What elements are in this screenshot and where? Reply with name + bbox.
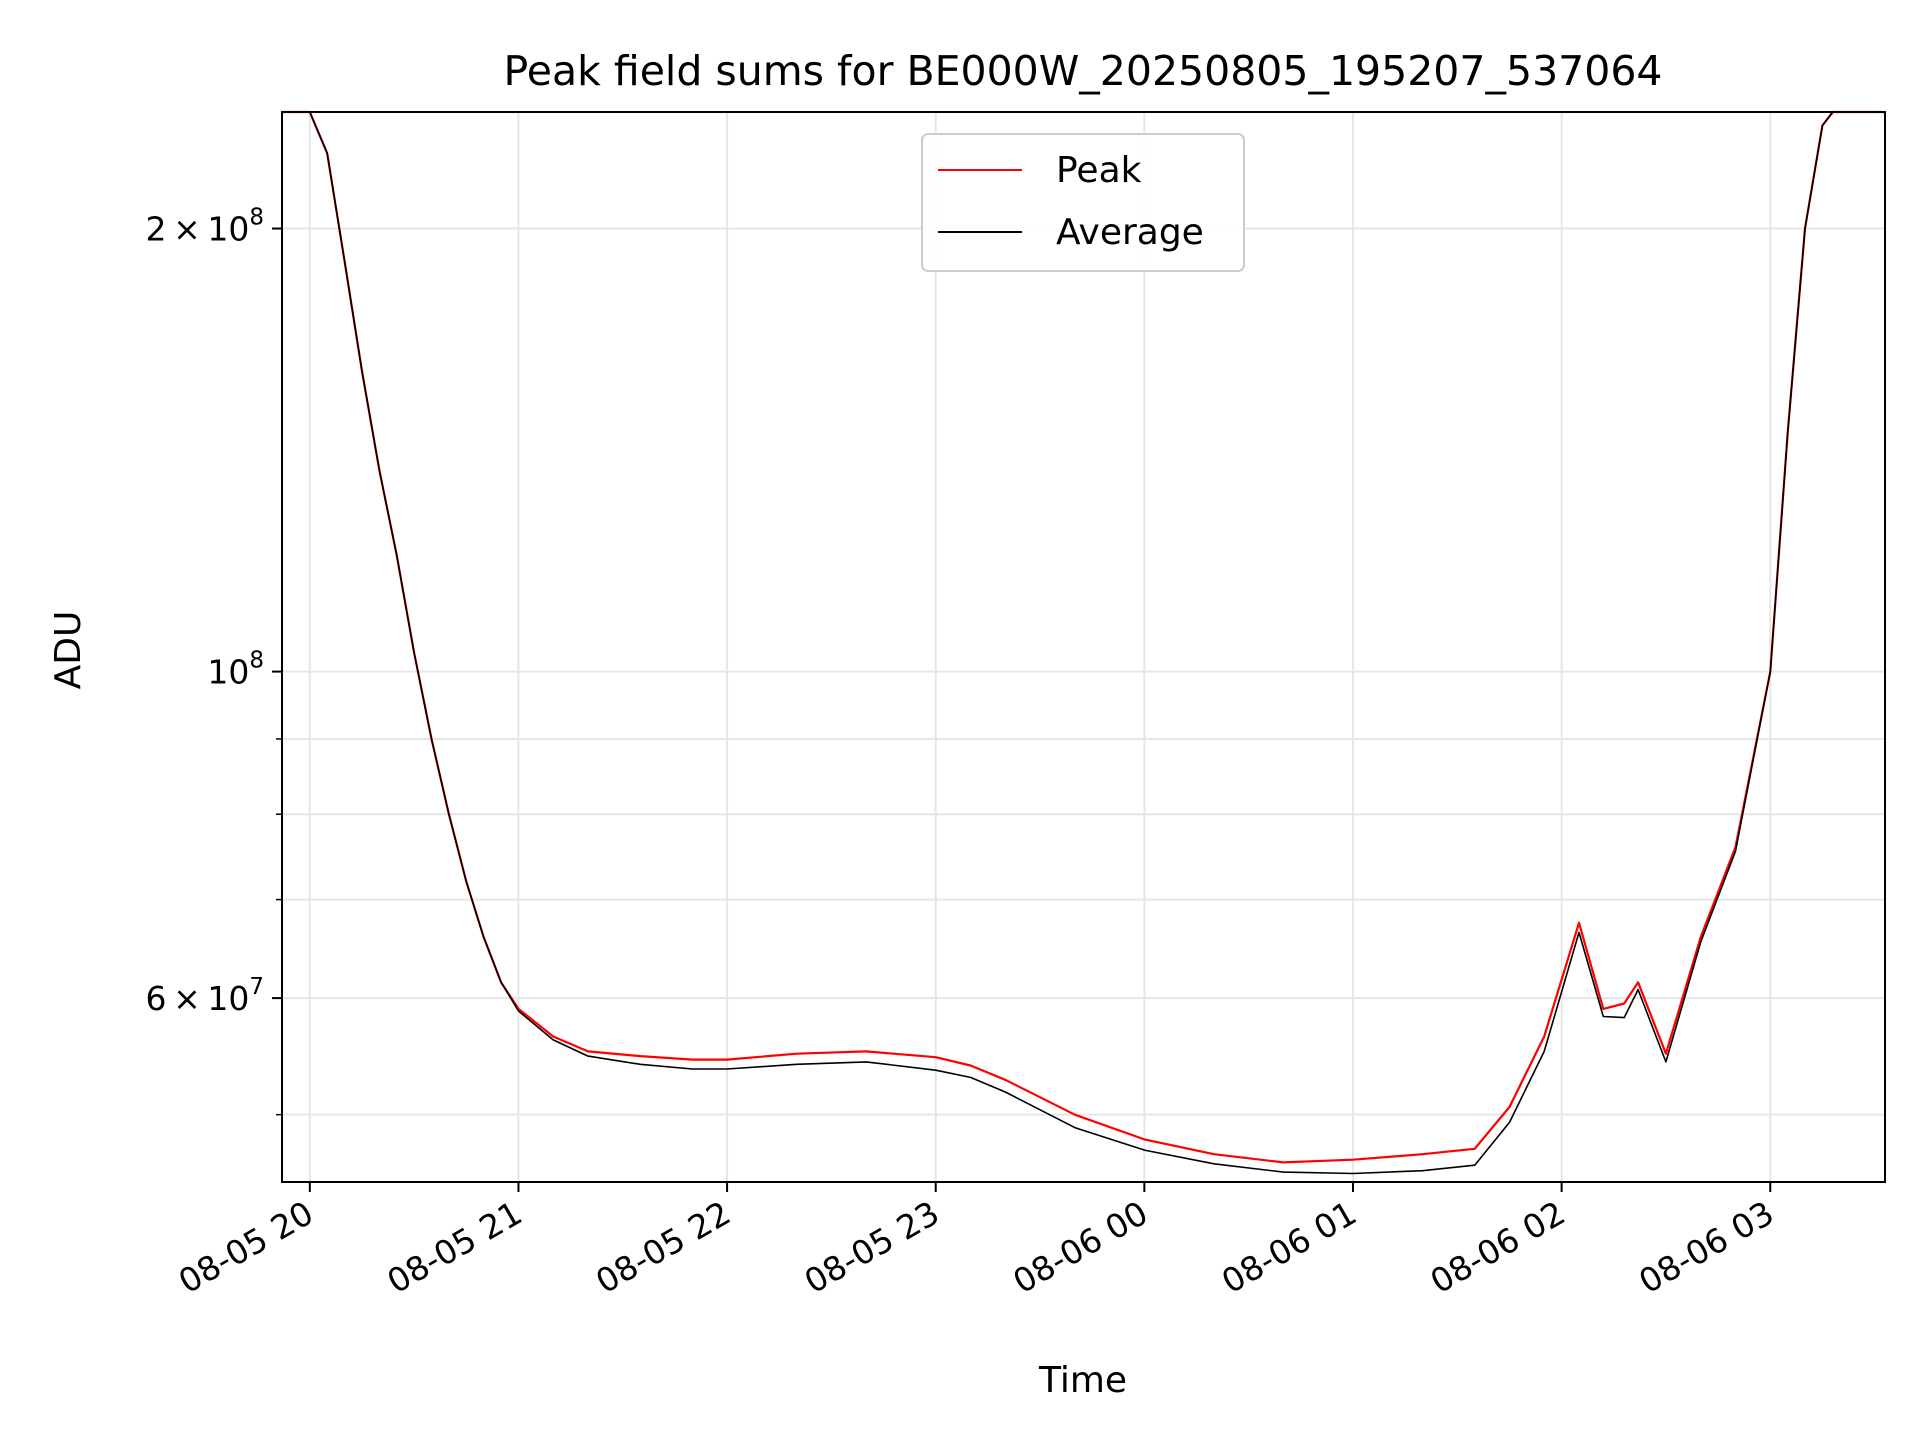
series-line-average [282,111,1885,1175]
y-tick-label: 2 × 108 [146,205,264,249]
x-tick-label: 08-06 02 [1424,1193,1572,1301]
legend: Peak Average [921,133,1245,272]
x-tick-label: 08-06 01 [1215,1193,1363,1301]
plot-frame [281,111,1886,1183]
chart-title: Peak field sums for BE000W_20250805_1952… [503,47,1662,95]
x-tick-label: 08-06 03 [1632,1193,1780,1301]
legend-label-peak: Peak [1056,150,1142,191]
legend-box [921,133,1245,272]
y-tick-label: 6 × 107 [146,974,264,1018]
legend-label-average: Average [1056,212,1204,253]
x-tick-label: 08-05 20 [172,1193,320,1301]
x-tick-label: 08-06 00 [1006,1193,1154,1301]
axes-layer: 08-05 20 08-05 21 08-05 22 08-05 23 08-06 00… [146,111,1886,1301]
x-tick-label: 08-05 21 [380,1193,528,1301]
series-layer [282,110,1885,1175]
x-tick-label: 08-05 22 [589,1193,737,1301]
grid-layer [282,112,1885,1182]
y-tick-label: 108 [207,648,264,692]
x-tick-label: 08-05 23 [798,1193,946,1301]
x-axis-label: Time [1038,1360,1127,1401]
y-axis-label: ADU [48,611,89,690]
